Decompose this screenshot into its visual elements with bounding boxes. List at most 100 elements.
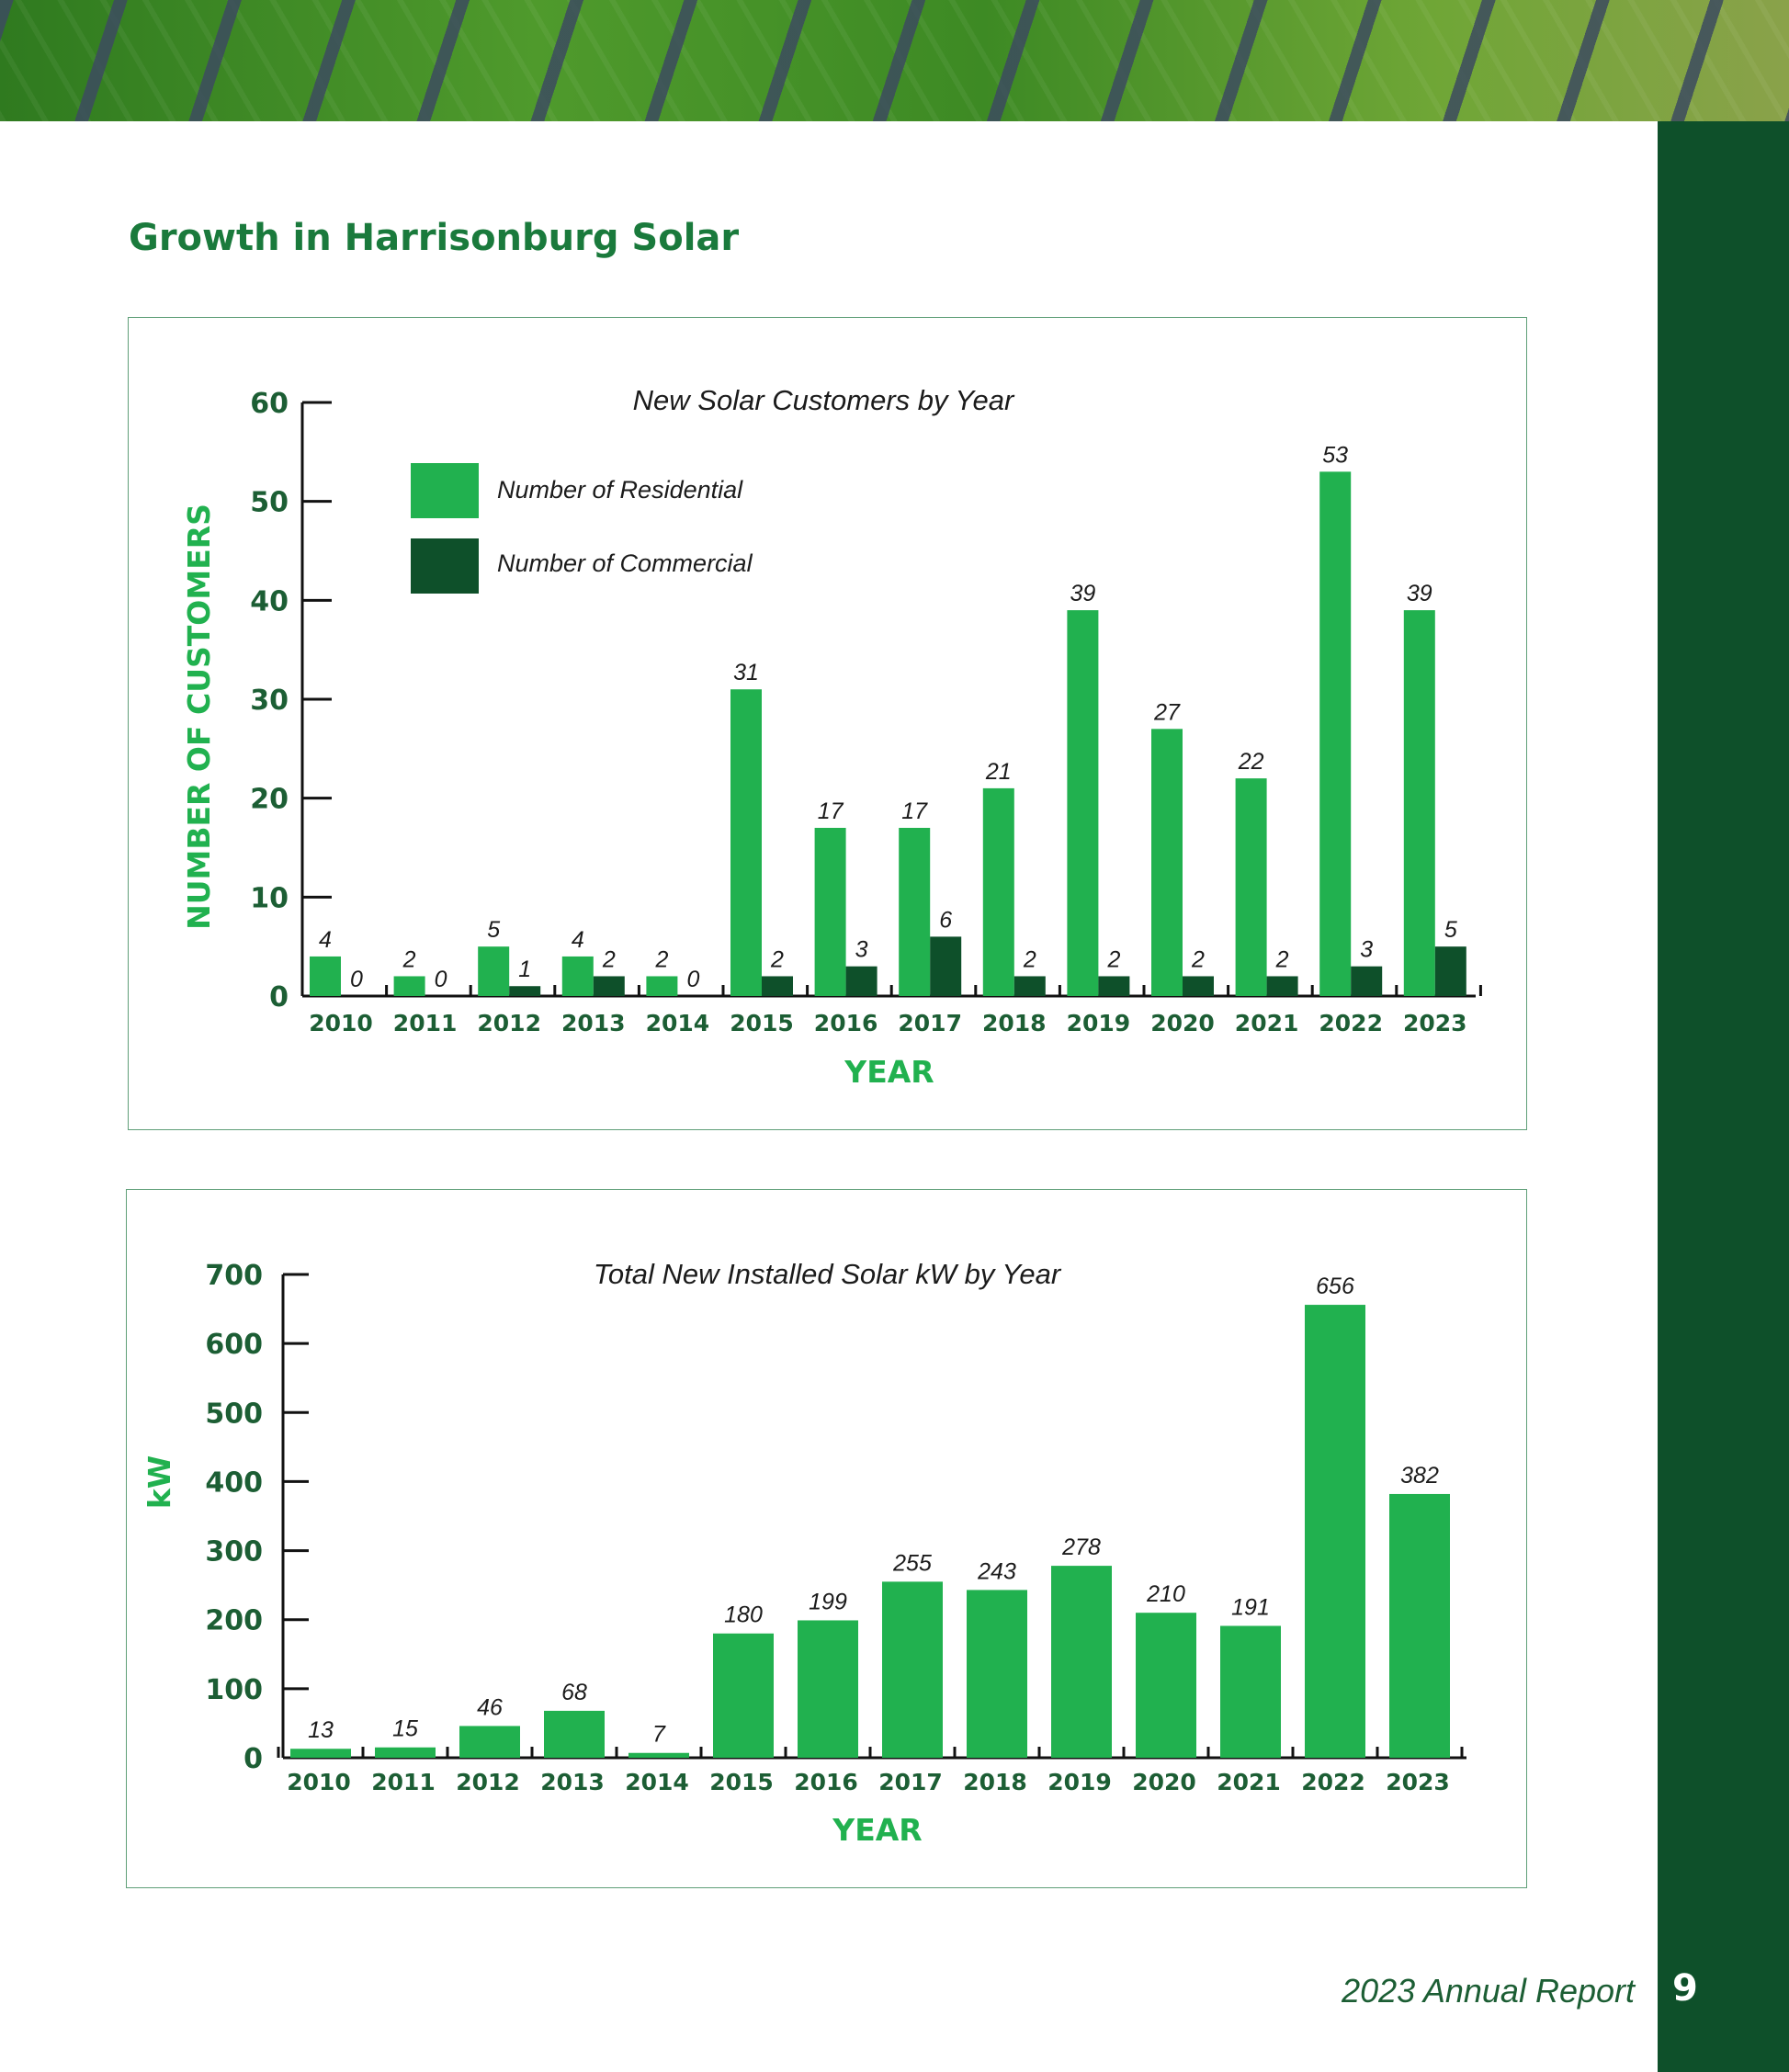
y-tick-label: 0 xyxy=(243,1743,263,1775)
y-tick-label: 500 xyxy=(205,1398,263,1430)
commercial-value-label: 0 xyxy=(435,967,447,992)
x-axis-title: YEAR xyxy=(844,1054,934,1090)
x-category-label: 2017 xyxy=(898,1010,962,1036)
y-tick-label: 300 xyxy=(205,1536,263,1568)
residential-bar xyxy=(814,827,846,996)
y-tick-label: 30 xyxy=(250,685,289,717)
legend-label-commercial: Number of Commercial xyxy=(497,549,753,577)
report-footer: 2023 Annual Report xyxy=(1342,1972,1635,2010)
residential-bar xyxy=(899,827,931,996)
residential-bar xyxy=(310,956,341,996)
legend-label-residential: Number of Residential xyxy=(497,476,743,504)
residential-bar xyxy=(478,946,510,996)
y-tick-label: 10 xyxy=(250,882,289,914)
x-category-label: 2012 xyxy=(477,1010,541,1036)
commercial-bar xyxy=(1351,966,1383,996)
kw-bar xyxy=(1136,1613,1196,1758)
kw-bar xyxy=(1220,1625,1281,1758)
x-category-label: 2020 xyxy=(1150,1010,1215,1036)
commercial-bar xyxy=(1013,976,1046,996)
commercial-value-label: 5 xyxy=(1444,917,1457,943)
residential-value-label: 4 xyxy=(572,927,584,953)
commercial-value-label: 0 xyxy=(350,967,363,992)
kw-bar xyxy=(290,1749,351,1758)
residential-bar xyxy=(1067,610,1099,996)
kw-bar xyxy=(375,1747,436,1758)
commercial-value-label: 0 xyxy=(686,967,699,992)
commercial-value-label: 3 xyxy=(1360,937,1373,963)
residential-value-label: 39 xyxy=(1070,581,1095,606)
x-category-label: 2015 xyxy=(730,1010,794,1036)
kw-value-label: 7 xyxy=(652,1722,666,1748)
kw-chart-panel xyxy=(126,1189,1527,1888)
commercial-bar xyxy=(1434,946,1466,996)
commercial-bar xyxy=(509,986,541,996)
commercial-value-label: 2 xyxy=(770,946,784,972)
kw-value-label: 199 xyxy=(809,1589,847,1614)
y-tick-label: 40 xyxy=(250,585,289,617)
y-axis-title: NUMBER OF CUSTOMERS xyxy=(181,504,217,930)
x-category-label: 2020 xyxy=(1132,1769,1196,1795)
commercial-bar xyxy=(930,936,962,996)
kw-bar-chart: Total New Installed Solar kW by Year kW … xyxy=(142,1258,1466,1848)
residential-bar xyxy=(561,956,594,996)
kw-value-label: 46 xyxy=(477,1694,503,1720)
kw-bar xyxy=(1051,1566,1112,1758)
y-tick-label: 20 xyxy=(250,784,289,816)
commercial-bar xyxy=(1098,976,1130,996)
kw-value-label: 243 xyxy=(977,1558,1016,1584)
solar-farm-banner-image xyxy=(0,0,1789,121)
commercial-value-label: 2 xyxy=(1275,946,1289,972)
chart-title: Total New Installed Solar kW by Year xyxy=(594,1258,1062,1290)
kw-value-label: 278 xyxy=(1061,1534,1101,1560)
residential-bar xyxy=(1403,610,1435,996)
residential-bar xyxy=(982,787,1014,996)
kw-bar xyxy=(1389,1493,1450,1758)
x-category-label: 2023 xyxy=(1386,1769,1450,1795)
y-tick-label: 60 xyxy=(250,388,289,420)
y-tick-label: 0 xyxy=(269,981,289,1013)
commercial-value-label: 2 xyxy=(602,946,616,972)
x-category-label: 2022 xyxy=(1319,1010,1383,1036)
x-category-label: 2018 xyxy=(963,1769,1027,1795)
x-category-label: 2013 xyxy=(540,1769,605,1795)
kw-value-label: 255 xyxy=(892,1550,932,1576)
chart-title: New Solar Customers by Year xyxy=(633,384,1015,416)
x-category-label: 2011 xyxy=(371,1769,436,1795)
residential-value-label: 4 xyxy=(319,927,332,953)
y-tick-label: 100 xyxy=(205,1674,263,1706)
decorative-sidebar xyxy=(1658,121,1789,2072)
kw-value-label: 210 xyxy=(1146,1581,1185,1607)
x-category-label: 2011 xyxy=(393,1010,458,1036)
x-category-label: 2016 xyxy=(814,1010,878,1036)
residential-value-label: 2 xyxy=(654,946,668,972)
kw-value-label: 13 xyxy=(308,1717,334,1743)
x-category-label: 2014 xyxy=(625,1769,689,1795)
residential-bar xyxy=(646,976,678,996)
kw-value-label: 68 xyxy=(561,1680,587,1705)
x-category-label: 2018 xyxy=(982,1010,1047,1036)
residential-value-label: 53 xyxy=(1322,442,1348,468)
x-category-label: 2010 xyxy=(309,1010,373,1036)
residential-bar xyxy=(730,689,762,996)
y-axis-title: kW xyxy=(142,1455,177,1509)
legend-swatch-residential xyxy=(411,463,479,518)
residential-value-label: 21 xyxy=(985,759,1012,785)
commercial-bar xyxy=(1183,976,1214,996)
residential-bar xyxy=(393,976,425,996)
x-category-label: 2013 xyxy=(561,1010,626,1036)
residential-value-label: 39 xyxy=(1407,581,1432,606)
kw-value-label: 15 xyxy=(392,1716,418,1742)
commercial-bar xyxy=(762,976,793,996)
x-category-label: 2021 xyxy=(1235,1010,1299,1036)
commercial-value-label: 2 xyxy=(1191,946,1205,972)
kw-bar xyxy=(628,1752,689,1758)
commercial-value-label: 2 xyxy=(1106,946,1120,972)
y-tick-label: 200 xyxy=(205,1605,263,1637)
residential-bar xyxy=(1151,729,1183,996)
residential-bar xyxy=(1235,778,1267,996)
page-heading: Growth in Harrisonburg Solar xyxy=(129,217,740,259)
residential-value-label: 17 xyxy=(818,798,844,824)
kw-value-label: 191 xyxy=(1231,1594,1270,1620)
y-tick-label: 600 xyxy=(205,1329,263,1361)
